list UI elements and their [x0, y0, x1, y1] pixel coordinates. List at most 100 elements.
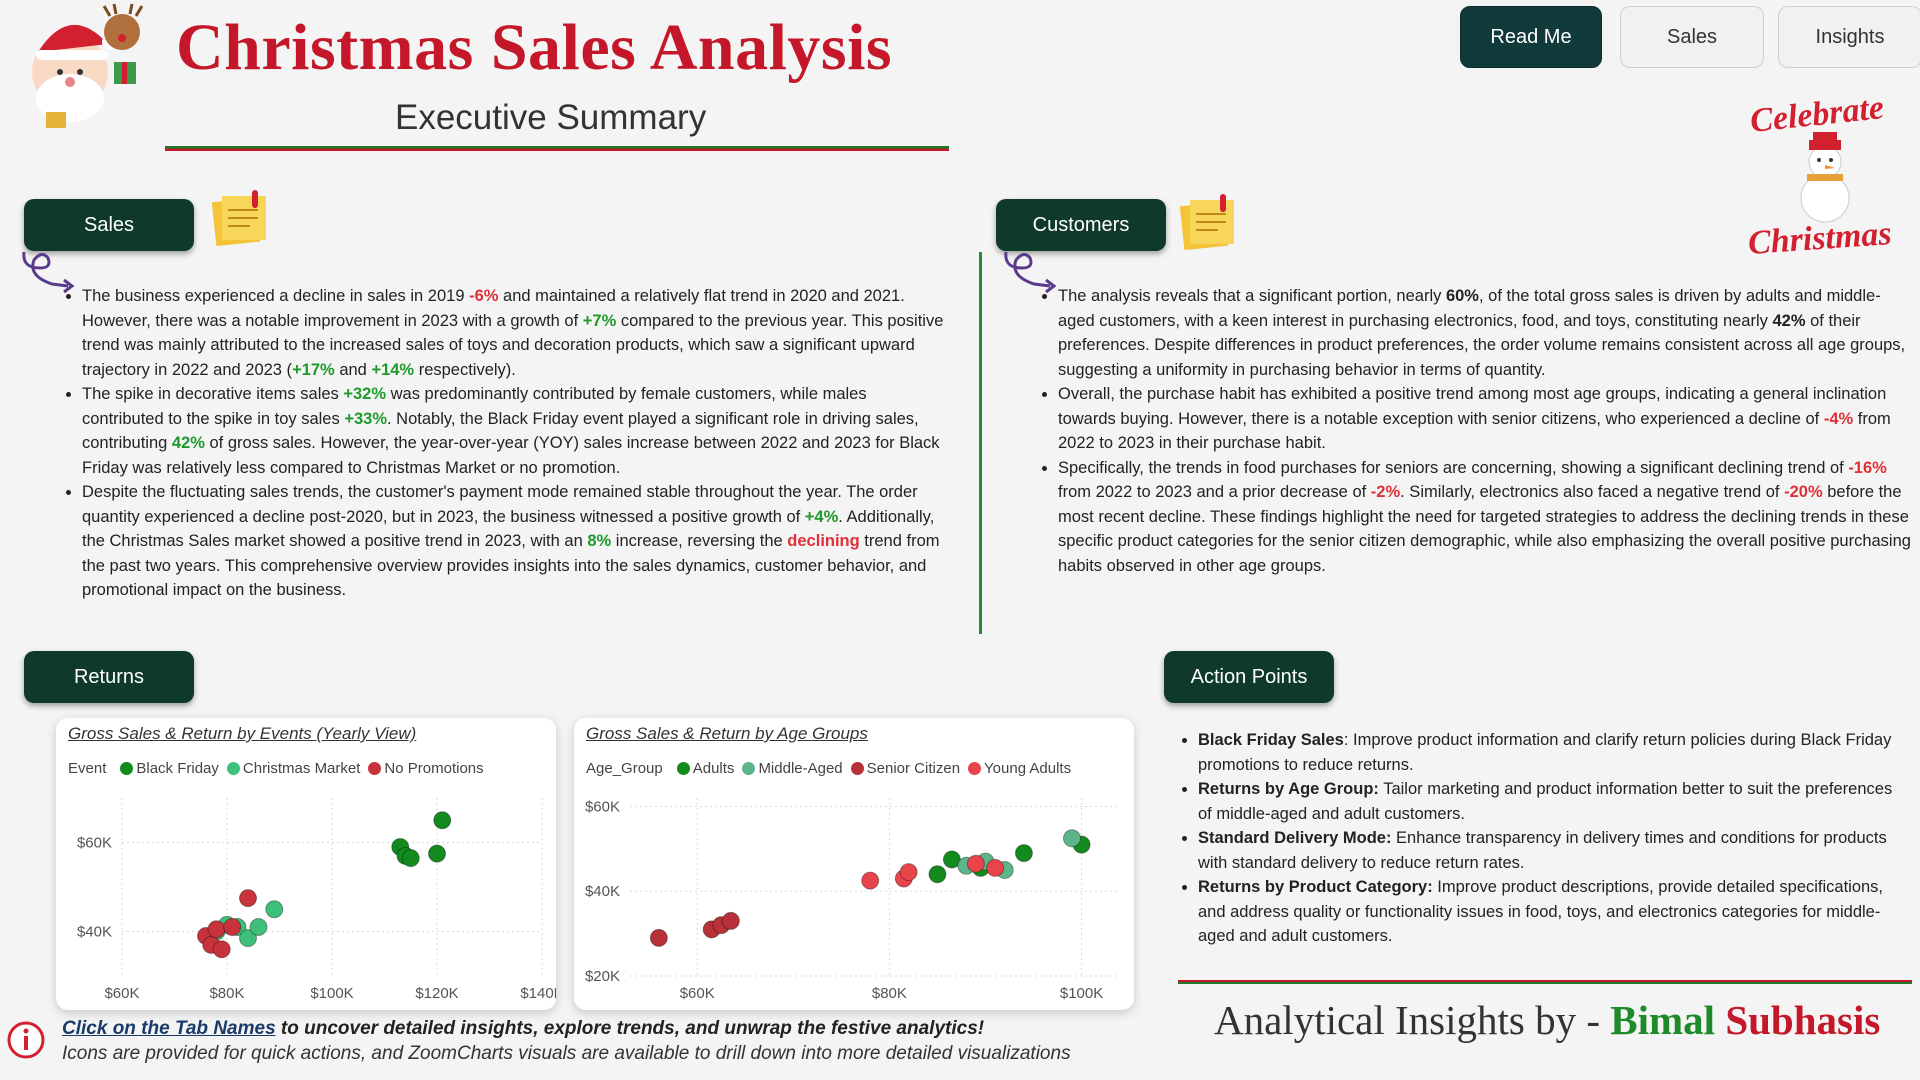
bullet-text-run: 42% — [171, 434, 205, 452]
legend-item-christmas-market[interactable]: Christmas Market — [226, 760, 360, 777]
data-point-christmas-market[interactable] — [249, 918, 268, 937]
bullet-text-run: respectively). — [414, 360, 516, 379]
x-tick-label: $120K — [415, 985, 458, 1002]
y-tick-label: $20K — [585, 968, 620, 985]
bullet-text-run: -4% — [1823, 409, 1854, 428]
data-point-black-friday[interactable] — [428, 844, 446, 863]
santa-reindeer-icon — [32, 3, 144, 128]
page-subtitle: Executive Summary — [395, 98, 707, 137]
title-divider — [165, 146, 949, 151]
data-point-young-adults[interactable] — [986, 858, 1005, 877]
data-point-adults[interactable] — [942, 850, 961, 869]
x-tick-label: $140K — [520, 985, 556, 1002]
sales-section-button[interactable]: Sales — [24, 199, 194, 251]
legend-item-adults[interactable]: Adults — [676, 760, 734, 777]
byline-prefix: Analytical Insights by - — [1214, 997, 1611, 1043]
legend-title: Age_Group — [586, 760, 663, 777]
age-groups-chart-legend: Age_Group Adults Middle-Aged Senior Citi… — [586, 760, 1071, 777]
age-groups-scatter-plot[interactable]: $60K $80K $100K $20K $40K $60K — [574, 788, 1134, 1010]
snowman-icon — [1800, 132, 1850, 223]
info-icon[interactable] — [6, 1020, 46, 1060]
returns-section-button[interactable]: Returns — [24, 651, 194, 703]
tab-insights[interactable]: Insights — [1778, 6, 1920, 68]
bullet-text-run: Standard Delivery Mode: — [1198, 829, 1392, 847]
data-point-young-adults[interactable] — [899, 863, 918, 882]
bullet-text-run: The spike in decorative items sales — [82, 385, 344, 403]
section-divider — [979, 252, 982, 634]
bullet-text-run: -2% — [1370, 483, 1401, 501]
y-tick-label: $40K — [77, 924, 112, 941]
bullet-text-run: Tailor marketing and product information… — [1198, 780, 1893, 823]
footer-instruction-rest: to uncover detailed insights, explore tr… — [275, 1018, 985, 1039]
data-point-adults[interactable] — [1014, 844, 1033, 863]
bullet-text-run: of their preferences. Despite difference… — [1058, 311, 1906, 379]
data-point-no-promotions[interactable] — [207, 920, 226, 939]
x-tick-label: $100K — [1060, 985, 1103, 1002]
data-point-black-friday[interactable] — [433, 811, 452, 830]
data-point-young-adults[interactable] — [861, 871, 880, 890]
bullet-text-run: from 2022 to 2023 in their purchase habi… — [1058, 409, 1891, 453]
y-tick-label: $40K — [585, 883, 620, 900]
data-point-adults[interactable] — [928, 865, 947, 884]
bullet-text-run: The business experienced a decline in sa… — [82, 287, 470, 305]
data-point-senior-citizen[interactable] — [721, 911, 740, 930]
data-point-black-friday[interactable] — [401, 849, 420, 868]
bullet-text-run: and maintained a relatively flat trend i… — [82, 287, 905, 330]
data-point-no-promotions[interactable] — [212, 940, 231, 959]
bullet-text-run: +17% — [292, 360, 335, 379]
legend-item-black-friday[interactable]: Black Friday — [120, 760, 219, 777]
data-point-no-promotions[interactable] — [239, 889, 257, 908]
legend-title: Event — [68, 760, 107, 777]
events-chart-title: Gross Sales & Return by Events (Yearly V… — [68, 724, 417, 743]
tab-sales[interactable]: Sales — [1620, 6, 1764, 68]
bullet-text-run: Black Friday Sales — [1198, 731, 1344, 749]
bullet-text-run: Returns by Age Group: — [1198, 780, 1379, 798]
action-point-bullet: Black Friday Sales: Improve product info… — [1198, 728, 1910, 777]
data-point-christmas-market[interactable] — [265, 900, 284, 919]
legend-item-young-adults[interactable]: Young Adults — [968, 760, 1071, 777]
bullet-text-run: compared to the previous year. This posi… — [82, 311, 944, 379]
legend-item-middle-aged[interactable]: Middle-Aged — [742, 760, 843, 777]
bullet-text-run: 42% — [1772, 311, 1806, 330]
page-title: Christmas Sales Analysis — [176, 11, 893, 84]
legend-item-senior-citizen[interactable]: Senior Citizen — [850, 760, 960, 777]
data-point-christmas-market[interactable] — [239, 929, 257, 948]
sales-summary: The business experienced a decline in sa… — [64, 284, 950, 603]
bullet-text-run: of gross sales. However, the year-over-y… — [82, 434, 940, 477]
footer-note: Icons are provided for quick actions, an… — [62, 1043, 1071, 1064]
age-groups-chart-card: Gross Sales & Return by Age Groups Age_G… — [574, 718, 1134, 1010]
sticky-notes-icon — [1179, 194, 1234, 251]
events-chart-card: Gross Sales & Return by Events (Yearly V… — [56, 718, 556, 1010]
footer-divider — [1178, 980, 1912, 984]
customers-section-button[interactable]: Customers — [996, 199, 1166, 251]
data-point-young-adults[interactable] — [966, 854, 985, 873]
bullet-text-run: from 2022 to 2023 and a prior decrease o… — [1058, 483, 1371, 501]
bullet-text-run: trend from the past two years. This comp… — [82, 532, 940, 599]
tab-names-link[interactable]: Click on the Tab Names — [62, 1018, 276, 1039]
x-tick-label: $60K — [104, 985, 139, 1002]
bullet-text-run: +7% — [582, 311, 617, 330]
bullet-text-run: increase, reversing the — [611, 532, 788, 550]
bullet-text-run: +4% — [804, 507, 839, 526]
action-points-bullet-list: Black Friday Sales: Improve product info… — [1180, 728, 1910, 949]
tab-read-me[interactable]: Read Me — [1460, 6, 1602, 68]
events-scatter-plot[interactable]: $60K $80K $100K $120K $140K $40K $60K — [56, 788, 556, 1010]
action-points-section-button[interactable]: Action Points — [1164, 651, 1334, 703]
curved-arrow-icon — [22, 251, 75, 294]
legend-item-no-promotions[interactable]: No Promotions — [368, 760, 484, 777]
bullet-text-run: . Similarly, electronics also faced a ne… — [1400, 483, 1785, 501]
data-point-senior-citizen[interactable] — [649, 928, 668, 947]
action-point-bullet: Returns by Age Group: Tailor marketing a… — [1198, 777, 1910, 826]
data-point-middle-aged[interactable] — [1062, 829, 1081, 848]
bullet-text-run: declining — [787, 532, 860, 550]
bullet-text-run: before the most recent decline. These fi… — [1058, 483, 1911, 575]
bullet-text-run: The analysis reveals that a significant … — [1058, 287, 1446, 305]
bullet-text-run: +32% — [343, 385, 387, 403]
bullet-text-run: Despite the fluctuating sales trends, th… — [82, 483, 918, 526]
data-point-no-promotions[interactable] — [223, 918, 242, 937]
bullet-text-run: -20% — [1784, 483, 1823, 501]
bullet-text-run: and — [334, 360, 372, 379]
action-point-bullet: Returns by Product Category: Improve pro… — [1198, 875, 1910, 949]
bullet-text-run: was predominantly contributed by female … — [82, 385, 867, 428]
bullet-text-run: , of the total gross sales is driven by … — [1058, 287, 1881, 330]
